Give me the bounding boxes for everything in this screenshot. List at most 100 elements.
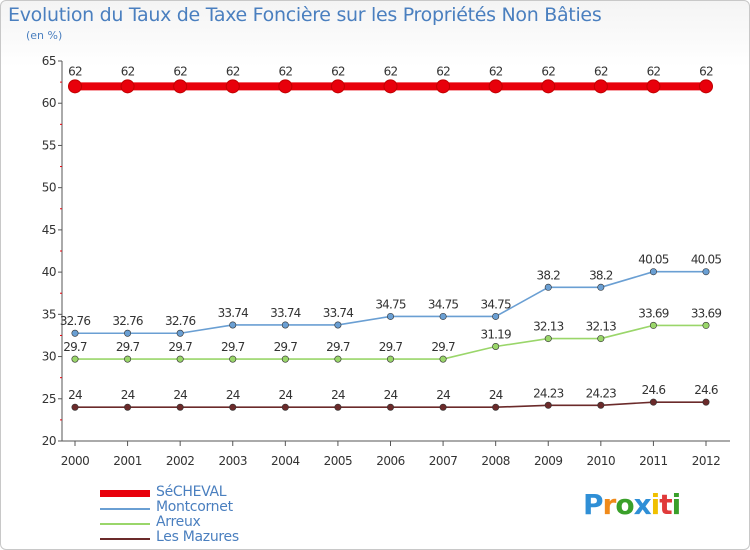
data-point — [649, 321, 657, 329]
data-label: 40.05 — [638, 253, 669, 267]
data-labels: 62 62 62 62 62 62 62 62 62 62 62 62 62 32.76 32.76 32.7… — [60, 64, 722, 402]
data-point — [597, 335, 605, 343]
data-point — [281, 403, 289, 411]
data-point — [176, 355, 184, 363]
data-point — [492, 403, 500, 411]
data-point — [436, 79, 451, 94]
x-tick-label: 2001 — [113, 454, 142, 468]
data-label: 33.74 — [323, 306, 354, 320]
data-point — [544, 283, 552, 291]
logo-letter: o — [615, 488, 634, 521]
y-tick-label: 25 — [42, 392, 56, 406]
data-point — [492, 312, 500, 320]
x-tick-label: 2008 — [481, 454, 510, 468]
data-point — [334, 355, 342, 363]
data-label: 34.75 — [375, 297, 406, 311]
data-label: 62 — [647, 64, 661, 78]
x-tick-label: 2007 — [429, 454, 458, 468]
data-label: 34.75 — [480, 297, 511, 311]
y-tick-label: 40 — [42, 265, 56, 279]
data-point — [229, 321, 237, 329]
data-label: 24.6 — [642, 383, 666, 397]
data-point — [124, 403, 132, 411]
data-label: 24 — [226, 388, 240, 402]
data-point — [702, 398, 710, 406]
data-label: 62 — [278, 64, 292, 78]
chart-title: Evolution du Taux de Taxe Foncière sur l… — [8, 4, 602, 26]
legend-item: Arreux — [100, 514, 270, 531]
data-point — [176, 329, 184, 337]
data-point — [439, 403, 447, 411]
data-point — [386, 355, 394, 363]
data-label: 32.13 — [586, 320, 617, 334]
data-point — [383, 79, 398, 94]
data-label: 40.05 — [691, 253, 722, 267]
legend-swatch — [100, 508, 150, 510]
axes: 20 25 30 35 40 45 50 55 60 65 2000 2001 2002 2003 2004… — [42, 54, 730, 468]
x-tick-label: 2005 — [324, 454, 353, 468]
data-label: 32.13 — [533, 320, 564, 334]
legend-label: SéCHEVAL — [156, 484, 227, 500]
x-tick-label: 2012 — [692, 454, 721, 468]
data-point — [281, 355, 289, 363]
data-point — [124, 329, 132, 337]
data-label: 62 — [699, 64, 713, 78]
data-label: 24 — [489, 388, 503, 402]
data-label: 62 — [436, 64, 450, 78]
data-label: 62 — [331, 64, 345, 78]
y-tick-label: 60 — [42, 96, 56, 110]
data-point — [334, 403, 342, 411]
data-point — [330, 79, 345, 94]
legend: SéCHEVAL Montcornet Arreux Les Mazures — [100, 484, 270, 546]
chart-subtitle: (en %) — [26, 29, 63, 42]
data-point — [278, 79, 293, 94]
y-tick-label: 50 — [42, 181, 56, 195]
data-label: 24 — [278, 388, 292, 402]
data-label: 29.7 — [431, 340, 455, 354]
data-label: 62 — [489, 64, 503, 78]
data-point — [593, 79, 608, 94]
x-tick-label: 2002 — [166, 454, 195, 468]
legend-label: Les Mazures — [156, 529, 239, 545]
data-point — [71, 403, 79, 411]
data-point — [173, 79, 188, 94]
legend-item: Les Mazures — [100, 529, 270, 546]
data-point — [699, 79, 713, 94]
data-point — [492, 343, 500, 351]
data-point — [124, 355, 132, 363]
data-label: 29.7 — [168, 340, 192, 354]
y-tick-label: 35 — [42, 307, 56, 321]
data-point — [71, 329, 79, 337]
data-point — [439, 312, 447, 320]
data-label: 31.19 — [480, 328, 511, 342]
data-label: 33.74 — [270, 306, 301, 320]
data-point — [702, 321, 710, 329]
logo-letter: t — [659, 488, 672, 521]
legend-item: Montcornet — [100, 499, 270, 516]
data-label: 24.6 — [694, 383, 718, 397]
data-point — [649, 268, 657, 276]
x-tick-label: 2011 — [639, 454, 668, 468]
y-tick-label: 55 — [42, 138, 56, 152]
x-tick-label: 2004 — [271, 454, 300, 468]
data-label: 62 — [121, 64, 135, 78]
data-label: 24 — [436, 388, 450, 402]
data-point — [649, 398, 657, 406]
data-label: 62 — [173, 64, 187, 78]
legend-swatch — [100, 538, 150, 540]
data-point — [120, 79, 135, 94]
data-label: 29.7 — [379, 340, 403, 354]
logo-letter: i — [650, 488, 661, 521]
data-point — [386, 312, 394, 320]
data-point — [176, 403, 184, 411]
data-point — [225, 79, 240, 94]
data-label: 34.75 — [428, 297, 459, 311]
logo-letter: r — [602, 488, 617, 521]
data-label: 33.69 — [638, 306, 669, 320]
legend-label: Arreux — [156, 514, 201, 530]
data-label: 24 — [121, 388, 135, 402]
data-label: 62 — [594, 64, 608, 78]
data-point — [229, 355, 237, 363]
data-label: 38.2 — [589, 268, 613, 282]
